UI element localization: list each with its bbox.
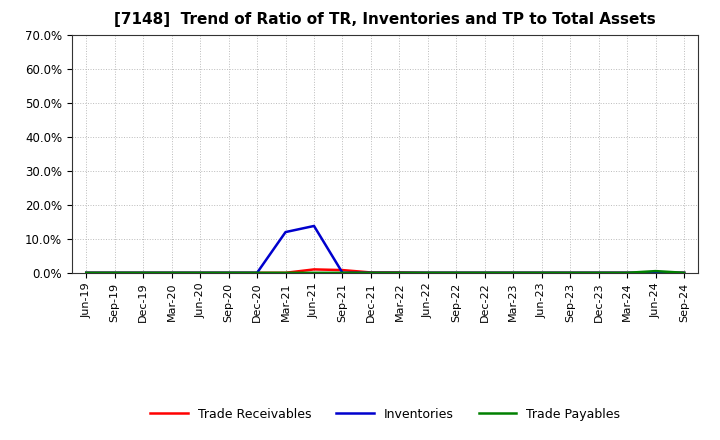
Line: Trade Payables: Trade Payables: [86, 271, 684, 273]
Trade Receivables: [196, 270, 204, 275]
Trade Payables: [310, 270, 318, 275]
Trade Payables: [225, 270, 233, 275]
Inventories: [253, 270, 261, 275]
Inventories: [167, 270, 176, 275]
Inventories: [566, 270, 575, 275]
Inventories: [423, 270, 432, 275]
Trade Receivables: [139, 270, 148, 275]
Inventories: [225, 270, 233, 275]
Inventories: [366, 270, 375, 275]
Inventories: [282, 229, 290, 235]
Trade Receivables: [595, 270, 603, 275]
Inventories: [452, 270, 461, 275]
Trade Payables: [110, 270, 119, 275]
Trade Receivables: [82, 270, 91, 275]
Trade Receivables: [680, 270, 688, 275]
Trade Payables: [537, 270, 546, 275]
Trade Receivables: [167, 270, 176, 275]
Trade Payables: [480, 270, 489, 275]
Title: [7148]  Trend of Ratio of TR, Inventories and TP to Total Assets: [7148] Trend of Ratio of TR, Inventories…: [114, 12, 656, 27]
Inventories: [196, 270, 204, 275]
Line: Trade Receivables: Trade Receivables: [86, 269, 684, 273]
Trade Receivables: [282, 270, 290, 275]
Trade Payables: [452, 270, 461, 275]
Trade Payables: [623, 270, 631, 275]
Trade Payables: [196, 270, 204, 275]
Trade Receivables: [110, 270, 119, 275]
Trade Receivables: [423, 270, 432, 275]
Trade Payables: [139, 270, 148, 275]
Trade Payables: [282, 270, 290, 275]
Trade Payables: [167, 270, 176, 275]
Trade Receivables: [338, 268, 347, 273]
Line: Inventories: Inventories: [86, 226, 684, 273]
Trade Payables: [509, 270, 518, 275]
Inventories: [310, 224, 318, 229]
Inventories: [139, 270, 148, 275]
Trade Receivables: [537, 270, 546, 275]
Inventories: [623, 270, 631, 275]
Inventories: [480, 270, 489, 275]
Trade Payables: [253, 270, 261, 275]
Trade Payables: [366, 270, 375, 275]
Inventories: [110, 270, 119, 275]
Trade Receivables: [366, 270, 375, 275]
Trade Receivables: [225, 270, 233, 275]
Trade Receivables: [566, 270, 575, 275]
Inventories: [537, 270, 546, 275]
Trade Receivables: [623, 270, 631, 275]
Trade Payables: [338, 270, 347, 275]
Trade Receivables: [395, 270, 404, 275]
Trade Payables: [395, 270, 404, 275]
Inventories: [338, 270, 347, 275]
Trade Receivables: [509, 270, 518, 275]
Trade Payables: [423, 270, 432, 275]
Trade Payables: [595, 270, 603, 275]
Trade Receivables: [452, 270, 461, 275]
Trade Receivables: [253, 270, 261, 275]
Trade Payables: [566, 270, 575, 275]
Trade Payables: [82, 270, 91, 275]
Inventories: [509, 270, 518, 275]
Trade Receivables: [480, 270, 489, 275]
Trade Payables: [652, 268, 660, 274]
Inventories: [395, 270, 404, 275]
Trade Receivables: [310, 267, 318, 272]
Inventories: [82, 270, 91, 275]
Inventories: [595, 270, 603, 275]
Inventories: [652, 270, 660, 275]
Trade Receivables: [652, 270, 660, 275]
Legend: Trade Receivables, Inventories, Trade Payables: Trade Receivables, Inventories, Trade Pa…: [145, 403, 625, 425]
Inventories: [680, 270, 688, 275]
Trade Payables: [680, 270, 688, 275]
